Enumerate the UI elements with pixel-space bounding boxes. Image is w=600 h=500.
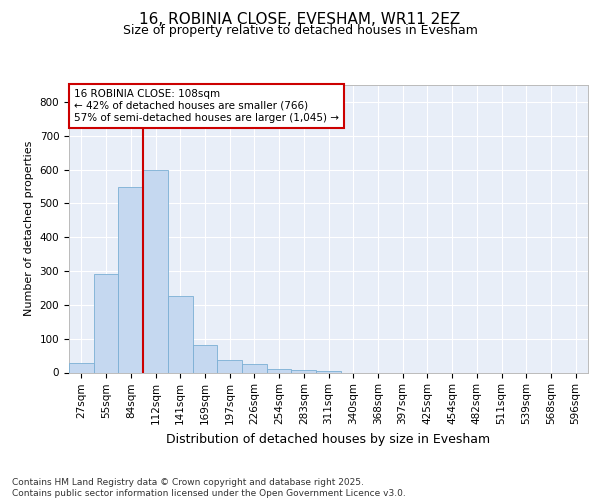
Bar	[267, 369, 292, 372]
Text: 16 ROBINIA CLOSE: 108sqm
← 42% of detached houses are smaller (766)
57% of semi-: 16 ROBINIA CLOSE: 108sqm ← 42% of detach…	[74, 90, 339, 122]
Bar	[316, 371, 341, 372]
Text: Size of property relative to detached houses in Evesham: Size of property relative to detached ho…	[122, 24, 478, 37]
Bar	[118, 188, 143, 372]
Text: Contains HM Land Registry data © Crown copyright and database right 2025.
Contai: Contains HM Land Registry data © Crown c…	[12, 478, 406, 498]
Y-axis label: Number of detached properties: Number of detached properties	[24, 141, 34, 316]
Bar	[242, 364, 267, 372]
Bar	[292, 370, 316, 372]
Bar	[217, 360, 242, 372]
Bar	[193, 345, 217, 372]
Bar	[143, 170, 168, 372]
Bar	[94, 274, 118, 372]
Bar	[168, 296, 193, 372]
Bar	[69, 364, 94, 372]
Text: 16, ROBINIA CLOSE, EVESHAM, WR11 2EZ: 16, ROBINIA CLOSE, EVESHAM, WR11 2EZ	[139, 12, 461, 28]
X-axis label: Distribution of detached houses by size in Evesham: Distribution of detached houses by size …	[166, 432, 491, 446]
